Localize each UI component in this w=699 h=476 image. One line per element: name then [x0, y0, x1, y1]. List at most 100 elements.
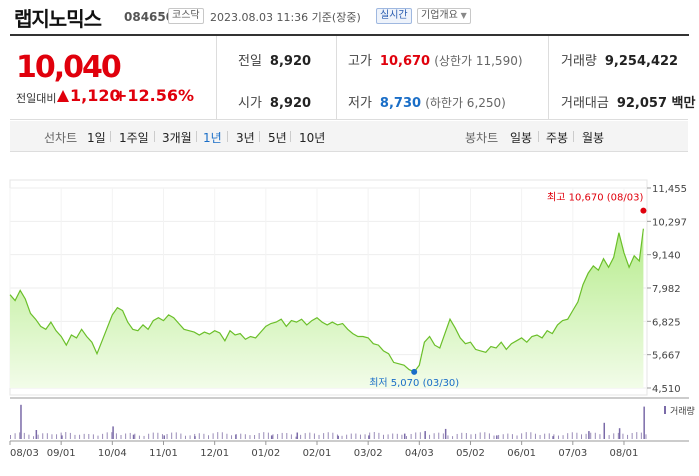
chart-period-toolbar: 선차트 1일 1주일 3개월 1년 3년 5년 10년 봉차트 일봉 주봉 월봉	[10, 121, 688, 152]
prev-close-value: 8,920	[269, 54, 312, 69]
price-area	[10, 228, 644, 388]
x-tick-label: 12/01	[200, 448, 229, 459]
volume-bar	[496, 435, 498, 439]
volume-bar	[10, 435, 11, 439]
volume-bar	[56, 434, 58, 439]
volume-bar	[396, 433, 398, 439]
y-tick-label: 7,982	[652, 284, 681, 295]
corp-overview-dropdown[interactable]: 기업개요 ▼	[417, 8, 471, 24]
candle-weekly[interactable]: 주봉	[546, 131, 569, 145]
volume-bar	[613, 433, 615, 439]
volume-bar	[530, 432, 532, 439]
volume-bar	[208, 435, 210, 439]
stock-header: 랩지노믹스 084650 코스닥 2023.08.03 11:36 기준(장중)…	[0, 0, 699, 34]
x-tick-label: 08/01	[610, 448, 639, 459]
stock-name[interactable]: 랩지노믹스	[14, 7, 102, 31]
chevron-down-icon: ▼	[460, 11, 467, 20]
volume-bar	[392, 433, 394, 439]
volume-bar	[387, 434, 389, 439]
price-line	[9, 228, 644, 373]
volume-bar	[115, 433, 117, 439]
period-1w[interactable]: 1주일	[119, 131, 149, 145]
period-10y[interactable]: 10년	[299, 131, 326, 145]
open-value: 8,920	[269, 96, 312, 111]
volume-bar	[79, 434, 81, 439]
volume-bar	[622, 433, 624, 439]
volume-bar	[180, 433, 182, 439]
volume-bar	[580, 434, 582, 439]
volume-bar	[212, 433, 214, 439]
volume-bar	[194, 436, 196, 439]
volume-bar	[479, 432, 481, 439]
amount-value: 92,057 백만	[616, 96, 696, 111]
volume-bar	[313, 433, 315, 439]
volume-bar	[429, 434, 431, 439]
volume-bar	[28, 434, 30, 439]
volume-bar	[643, 406, 645, 439]
volume-bar	[323, 433, 325, 439]
x-tick-label: 06/01	[507, 448, 536, 459]
volume-bar	[42, 433, 44, 439]
trade-amount: 거래대금 92,057 백만	[561, 92, 695, 111]
volume: 거래량 9,254,422	[561, 50, 678, 69]
volume-bar	[300, 434, 302, 439]
prev-close-label: 전일	[238, 54, 262, 69]
volume-bar	[548, 433, 550, 439]
volume-bar	[346, 434, 348, 439]
corp-overview-label: 기업개요	[421, 10, 458, 21]
volume-bar	[364, 434, 366, 439]
volume-bar	[544, 433, 546, 439]
candle-monthly[interactable]: 월봉	[582, 131, 605, 145]
volume-bar	[603, 422, 606, 439]
volume-bar	[552, 436, 554, 439]
volume-bar	[83, 433, 85, 439]
volume-bar	[88, 433, 90, 439]
volume-bar	[203, 433, 205, 439]
volume-value: 9,254,422	[604, 54, 679, 69]
volume-bar	[521, 433, 523, 439]
volume-bar	[447, 435, 449, 439]
low-label: 저가	[348, 96, 372, 111]
volume-bar	[557, 435, 559, 439]
volume-bar	[484, 432, 486, 439]
volume-bar	[571, 432, 573, 439]
period-3y[interactable]: 3년	[236, 131, 255, 145]
volume-bar	[403, 433, 406, 439]
y-tick-label: 10,297	[652, 217, 687, 228]
volume-bar	[157, 432, 159, 439]
x-tick-label: 10/04	[98, 448, 127, 459]
volume-bar	[410, 433, 412, 439]
x-tick-label: 02/01	[303, 448, 332, 459]
price-box: 10,040 전일대비 1,120 +12.56%	[10, 36, 217, 120]
volume-bar	[562, 435, 564, 439]
volume-bar	[217, 432, 219, 439]
price-diff: 1,120	[70, 86, 121, 105]
volume-label: 거래량	[670, 405, 695, 417]
line-chart-label: 선차트	[44, 131, 78, 145]
volume-bar	[290, 434, 292, 439]
high-label: 고가	[348, 54, 372, 69]
up-triangle-icon	[57, 90, 69, 102]
period-3m[interactable]: 3개월	[162, 131, 192, 145]
period-5y[interactable]: 5년	[268, 131, 287, 145]
volume-bar	[189, 435, 191, 439]
volume-bar	[60, 432, 62, 439]
volume-bar	[470, 434, 472, 439]
volume-bar	[378, 432, 380, 439]
volume-bar	[337, 435, 339, 439]
period-1d[interactable]: 1일	[87, 131, 106, 145]
volume-bar	[401, 434, 403, 439]
volume-bar	[61, 435, 63, 439]
volume-legend-icon	[664, 406, 666, 414]
x-tick-label: 11/01	[149, 448, 178, 459]
volume-bar	[373, 432, 375, 439]
volume-bar	[332, 432, 334, 439]
candle-daily[interactable]: 일봉	[510, 131, 533, 145]
period-1y[interactable]: 1년	[203, 131, 222, 145]
volume-bar	[498, 434, 500, 439]
volume-bar	[249, 435, 251, 439]
volume-label: 거래량	[561, 54, 597, 69]
realtime-button[interactable]: 실시간	[376, 8, 412, 24]
